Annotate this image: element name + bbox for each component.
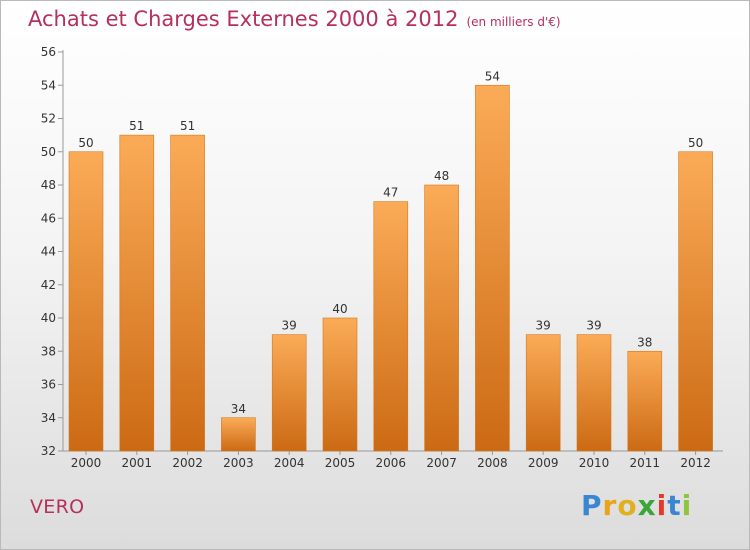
y-tick-label: 36 <box>41 378 56 392</box>
bar <box>424 184 459 452</box>
x-tick-label: 2009 <box>528 456 559 470</box>
logo-letter: r <box>602 489 618 522</box>
bar <box>576 334 612 452</box>
bar <box>170 134 205 452</box>
y-tick-label: 40 <box>41 311 56 325</box>
y-tick-label: 50 <box>41 145 56 159</box>
bar <box>475 84 510 452</box>
x-tick-label: 2004 <box>274 456 305 470</box>
logo-letter: P <box>581 489 603 522</box>
bar <box>221 417 256 452</box>
chart-title: Achats et Charges Externes 2000 à 2012 (e… <box>28 7 561 31</box>
bar-value-label: 47 <box>383 186 398 200</box>
logo-letter: x <box>637 489 657 522</box>
x-tick-label: 2001 <box>122 456 153 470</box>
bar <box>525 334 561 452</box>
y-tick-label: 52 <box>41 112 56 126</box>
x-tick-label: 2005 <box>325 456 356 470</box>
x-tick-label: 2000 <box>71 456 102 470</box>
bar-value-label: 48 <box>434 169 449 183</box>
bar <box>322 317 358 452</box>
x-tick-label: 2010 <box>579 456 610 470</box>
y-tick-label: 46 <box>41 211 56 225</box>
bar <box>678 151 713 452</box>
y-tick-label: 42 <box>41 278 56 292</box>
x-tick-label: 2006 <box>376 456 407 470</box>
bar-value-label: 54 <box>485 69 500 83</box>
bar-value-label: 50 <box>78 136 93 150</box>
bar <box>68 151 104 452</box>
y-tick-label: 34 <box>41 411 56 425</box>
y-tick-label: 44 <box>41 245 56 259</box>
x-tick-label: 2002 <box>172 456 203 470</box>
proxiti-logo[interactable]: Proxiti <box>581 489 692 522</box>
chart-title-text: Achats et Charges Externes 2000 à 2012 <box>28 7 459 31</box>
x-tick-label: 2011 <box>630 456 661 470</box>
y-tick-label: 32 <box>41 444 56 458</box>
x-tick-label: 2003 <box>223 456 254 470</box>
unit-note: (en milliers d'€) <box>466 15 561 29</box>
y-tick-label: 54 <box>41 78 56 92</box>
bar <box>271 334 307 452</box>
bar <box>627 350 663 452</box>
x-tick-label: 2008 <box>477 456 508 470</box>
y-tick-label: 48 <box>41 178 56 192</box>
bar-value-label: 38 <box>637 335 652 349</box>
bar <box>373 201 409 452</box>
bar-value-label: 51 <box>180 119 195 133</box>
commune-name: VERO <box>30 496 85 518</box>
y-tick-label: 56 <box>41 45 56 59</box>
bar-value-label: 39 <box>586 319 601 333</box>
x-tick-label: 2007 <box>426 456 457 470</box>
x-tick-label: 2012 <box>680 456 711 470</box>
logo-letter: o <box>617 489 638 522</box>
y-tick-label: 38 <box>41 344 56 358</box>
logo-letter: t <box>667 489 682 522</box>
logo-letter: i <box>656 489 668 522</box>
bar-value-label: 40 <box>332 302 347 316</box>
bar-value-label: 51 <box>129 119 144 133</box>
logo-letter: i <box>681 489 693 522</box>
bar <box>119 134 155 452</box>
bar-value-label: 34 <box>231 402 246 416</box>
bar-value-label: 50 <box>688 136 703 150</box>
bar-value-label: 39 <box>282 319 297 333</box>
bar-value-label: 39 <box>536 319 551 333</box>
